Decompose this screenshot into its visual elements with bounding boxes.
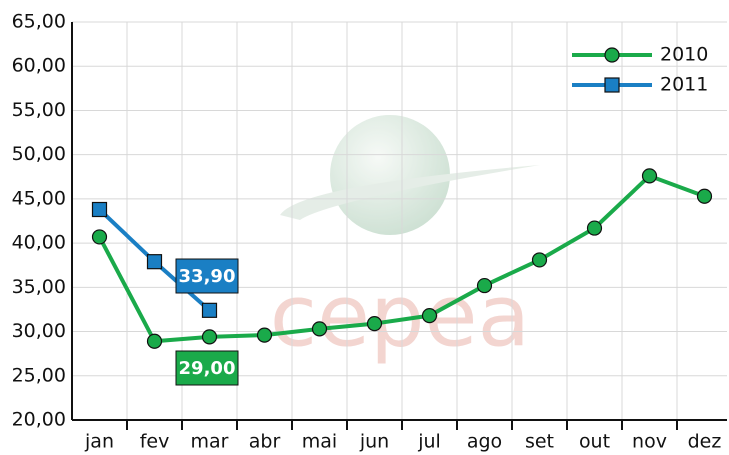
series-line (97, 173, 706, 344)
marker (201, 302, 218, 318)
x-tick-label: jan (84, 431, 114, 453)
marker (586, 220, 603, 236)
y-tick-label: 35,00 (12, 276, 66, 298)
x-tick-label: out (579, 431, 610, 453)
marker (421, 308, 438, 324)
annotation-text: 29,00 (179, 358, 236, 379)
x-tick-label: ago (467, 431, 502, 453)
marker (146, 333, 163, 349)
marker (696, 188, 713, 204)
marker (366, 315, 383, 332)
annotation-box (175, 258, 239, 294)
marker (604, 77, 620, 93)
annotation-text: 33,90 (179, 266, 236, 287)
x-tick-label: mar (191, 431, 229, 453)
y-tick-label: 50,00 (12, 143, 66, 165)
marker (531, 252, 548, 268)
marker (476, 277, 493, 294)
x-tick-label: nov (632, 431, 667, 453)
y-tick-label: 55,00 (12, 99, 66, 121)
x-tick-label: jun (359, 431, 389, 453)
x-tick-label: jul (417, 431, 441, 453)
y-tick-label: 65,00 (12, 11, 66, 33)
x-tick-label: mai (302, 431, 337, 453)
marker (91, 201, 108, 218)
legend-label: 2011 (660, 74, 708, 96)
y-tick-label: 60,00 (12, 55, 66, 77)
x-tick-label: abr (249, 431, 281, 453)
watermark-logo (280, 115, 540, 235)
y-tick-label: 20,00 (12, 409, 66, 431)
marker (641, 168, 658, 184)
x-tick-label: fev (140, 431, 170, 453)
marker (311, 321, 328, 337)
y-tick-label: 30,00 (12, 320, 66, 342)
x-tick-label: set (525, 431, 554, 453)
y-tick-label: 45,00 (12, 187, 66, 209)
x-tick-label: dez (688, 431, 722, 453)
annotation-box (175, 350, 239, 386)
y-tick-label: 25,00 (12, 364, 66, 386)
marker (146, 254, 163, 270)
legend-label: 2010 (660, 44, 708, 66)
marker (91, 229, 108, 245)
marker (604, 47, 620, 63)
marker (256, 327, 273, 343)
marker (201, 329, 218, 345)
y-tick-label: 40,00 (12, 232, 66, 254)
